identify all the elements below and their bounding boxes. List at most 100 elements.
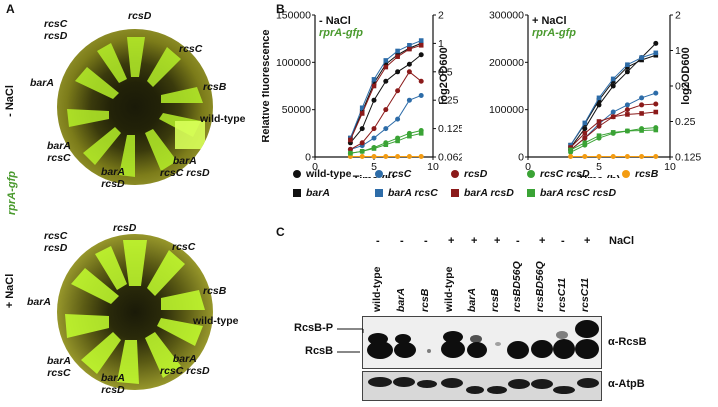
data-point-wild-type-5	[371, 97, 377, 103]
data-point-wild-type-6	[383, 78, 389, 84]
data-point-barA-rcsD-4	[582, 131, 588, 136]
panel-b-letter: B	[276, 2, 285, 16]
western-blot-atpb	[362, 371, 602, 401]
lane-label: rcsB	[419, 288, 431, 312]
x-tick-label: 5	[596, 161, 602, 173]
data-point-rcsC-5	[371, 135, 377, 141]
nacl-sign: +	[539, 235, 546, 247]
legend-item-label: rcsC rcsD	[540, 168, 590, 180]
x-tick-label: 0	[525, 161, 531, 173]
plate-bottom-label-rcsC: rcsC	[172, 241, 196, 253]
y-tick-label: 100000	[276, 57, 311, 69]
data-point-barA-6	[383, 61, 389, 67]
data-point-barA-rcsC-4	[359, 105, 365, 111]
x-axis-label: Time (h)	[578, 174, 621, 178]
plate-top-label-barA-rcsC-rcsD: barA rcsC rcsD	[160, 155, 210, 179]
data-point-barA-rcsC-9	[418, 38, 424, 43]
legend-item-label: rcsC	[388, 168, 412, 180]
data-point-barA-rcsD-6	[383, 64, 389, 70]
data-point-rcsB-3	[568, 154, 574, 160]
lane-label: wild-type	[371, 266, 383, 312]
y-tick-label: 100000	[489, 104, 524, 116]
data-point-barA-rcsC-6	[383, 58, 389, 63]
x-tick-label: 5	[371, 161, 377, 173]
legend-item-label: barA rcsC rcsD	[540, 187, 617, 199]
y-tick-label: 300000	[489, 10, 524, 22]
circle-marker-icon	[451, 170, 459, 179]
data-point-rcsC-8	[639, 95, 645, 101]
data-point-rcsB-7	[395, 154, 401, 160]
chart-reporter-label: rprA-gfp	[532, 27, 576, 39]
band-label-rcsb-p: RcsB-P	[294, 322, 334, 334]
data-point-rcsB-9	[418, 154, 424, 160]
y-axis-label: Relative fluorescence	[262, 29, 272, 142]
plate-bottom-label-barA-rcsC-rcsD: barA rcsC rcsD	[160, 353, 210, 377]
data-point-barA-rcsD-7	[625, 112, 630, 117]
blot-rcsb-bands	[367, 320, 599, 359]
legend-item: rcsC rcsD	[527, 168, 590, 180]
condition-plus-nacl: + NaCl	[4, 273, 16, 309]
nacl-sign: +	[448, 235, 455, 247]
plate-top-label-barA-rcsC: barA rcsC	[47, 140, 71, 164]
data-point-rcsD-8	[639, 102, 645, 108]
y2-tick-label: 0.125	[438, 123, 462, 135]
data-point-barA-rcsC-4	[582, 120, 588, 126]
square-marker-icon	[293, 189, 301, 198]
plate-bottom-label-barA-rcsC: barA rcsC	[47, 355, 71, 379]
data-point-wild-type-7	[395, 69, 401, 75]
data-point-rcsB-4	[582, 154, 588, 160]
y2-axis-label: log2OD600	[438, 47, 450, 104]
data-point-barA-rcsC-rcsD-6	[383, 142, 389, 147]
reporter-label: rprA-gfp	[6, 171, 18, 215]
condition-minus-nacl: - NaCl	[4, 85, 16, 117]
legend-item: barA rcsC	[375, 187, 438, 199]
data-point-barA-rcsD-9	[653, 109, 659, 115]
nacl-sign: +	[494, 235, 501, 247]
chart-condition-label: - NaCl	[319, 15, 351, 27]
data-point-rcsB-6	[610, 154, 616, 160]
data-point-rcsB-8	[639, 154, 645, 160]
data-point-barA-rcsD-5	[371, 83, 377, 89]
data-point-barA-rcsC-5	[371, 77, 377, 82]
lane-label: barA	[466, 288, 478, 312]
data-point-barA-8	[639, 57, 644, 63]
plate-top-label-rcsB: rcsB	[203, 81, 227, 93]
y2-tick-label: 0.25	[675, 116, 696, 128]
data-point-rcsD-7	[624, 107, 630, 113]
nacl-sign: +	[471, 235, 478, 247]
data-point-barA-9	[653, 52, 659, 58]
plate-bottom-label-rcsB: rcsB	[203, 285, 227, 297]
y2-tick-label: 1	[438, 38, 444, 50]
data-point-barA-rcsC-rcsD-8	[407, 133, 412, 139]
square-marker-icon	[451, 189, 459, 198]
legend-item: wild-type	[293, 168, 352, 180]
data-point-wild-type-4	[359, 126, 365, 132]
data-point-barA-rcsC-rcsD-4	[582, 140, 588, 146]
lane-label: rcsBD56Q	[511, 261, 523, 312]
y2-tick-label: 0.0625	[438, 152, 462, 164]
data-point-barA-5	[596, 97, 602, 103]
data-point-rcsC-9	[653, 90, 659, 96]
lane-label: wild-type	[443, 266, 455, 312]
legend-item: barA rcsC rcsD	[527, 187, 616, 199]
y-tick-label: 0	[305, 152, 311, 164]
chart-condition-label: + NaCl	[532, 15, 567, 27]
nacl-sign: -	[424, 235, 428, 247]
band-label-rcsb: RcsB	[305, 345, 334, 357]
data-point-barA-rcsC-rcsD-8	[639, 128, 644, 133]
y2-tick-label: 2	[438, 10, 444, 22]
data-point-wild-type-9	[653, 40, 659, 46]
data-point-rcsD-9	[418, 78, 424, 84]
data-point-rcsD-4	[582, 135, 588, 141]
data-point-barA-rcsD-8	[407, 46, 412, 52]
data-point-rcsB-5	[596, 154, 602, 160]
data-point-rcsD-6	[383, 107, 389, 113]
plate-top-label-wild-type: wild-type	[200, 113, 246, 125]
plate-streaks-bottom	[65, 240, 205, 384]
series-line-barA-rcsC	[349, 40, 422, 139]
nacl-sign: -	[516, 235, 520, 247]
data-point-rcsC-7	[395, 116, 401, 122]
western-blot-rcsb	[362, 316, 602, 369]
y-tick-label: 50000	[282, 104, 311, 116]
plate-streaks-top	[67, 37, 205, 177]
